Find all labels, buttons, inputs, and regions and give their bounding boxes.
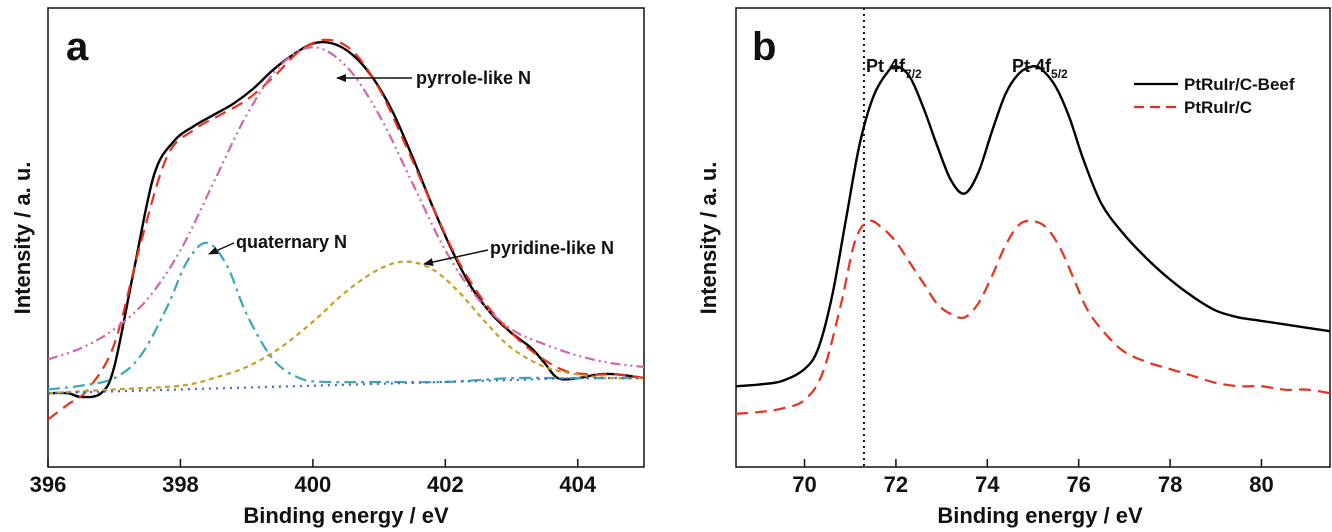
panel-a-y-axis-title: Intensity / a. u. (10, 162, 35, 315)
pyrrole-label: pyrrole-like N (416, 68, 531, 88)
peak-label-4f5-2-sub: 5/2 (1051, 67, 1068, 81)
panel-b-series (735, 64, 1331, 415)
legend-label-beef: PtRuIr/C-Beef (1184, 75, 1295, 94)
panel-a-x-tick-label: 404 (559, 472, 596, 497)
pyridine-arrow (423, 249, 489, 266)
peak-label-4f7-2: Pt 4f7/2 (866, 56, 922, 81)
panel-a-x-axis-title: Binding energy / eV (243, 503, 449, 528)
panel-b-y-axis-title: Intensity / a. u. (696, 162, 721, 315)
panel-b-x-tick-label: 80 (1249, 472, 1273, 497)
peak-label-4f7-2-sub: 7/2 (905, 67, 922, 81)
panel-b-x-tick-label: 72 (884, 472, 908, 497)
quaternary-label: quaternary N (236, 232, 347, 252)
panel-a: 396 398 400 402 404 a Binding energy / eV In… (10, 7, 645, 528)
panel-b: 70 72 74 76 78 80 b Binding energy / eV Inten… (696, 7, 1331, 528)
panel-a-series-line-4 (47, 241, 644, 391)
panel-a-series-line-6 (47, 376, 645, 395)
panel-b-frame (735, 7, 1331, 468)
panel-a-series-line-1 (47, 40, 645, 399)
panel-b-series-line-2 (735, 219, 1331, 415)
panel-a-x-tick-label: 398 (162, 472, 199, 497)
peak-label-4f7-2-main: Pt 4f (866, 56, 906, 76)
panel-b-letter: b (752, 25, 776, 69)
panel-b-x-tick-label: 70 (792, 472, 816, 497)
panel-b-series-line-1 (735, 64, 1331, 388)
quaternary-arrow (208, 242, 235, 255)
panel-a-letter: a (66, 25, 89, 69)
panel-b-x-tick-label: 76 (1066, 472, 1090, 497)
panel-a-series-line-3 (47, 46, 645, 368)
panel-a-frame (47, 7, 645, 468)
panel-b-x-tick-label: 74 (975, 472, 1000, 497)
panel-a-series-line-2 (47, 38, 645, 421)
panel-a-x-tick-label: 400 (295, 472, 332, 497)
panel-a-series (47, 38, 645, 421)
panel-b-x-axis: 70 72 74 76 78 80 (792, 459, 1274, 497)
peak-label-4f5-2-main: Pt 4f (1012, 56, 1052, 76)
pyridine-label: pyridine-like N (490, 238, 614, 258)
panel-b-x-tick-label: 78 (1158, 472, 1182, 497)
panel-a-x-axis: 396 398 400 402 404 (30, 459, 597, 497)
panel-a-series-line-5 (47, 260, 645, 395)
legend: PtRuIr/C-Beef PtRuIr/C (1134, 75, 1295, 117)
legend-label-ptruir: PtRuIr/C (1184, 98, 1252, 117)
peak-label-4f5-2: Pt 4f5/2 (1012, 56, 1068, 81)
panel-a-x-tick-label: 402 (427, 472, 464, 497)
panel-b-x-axis-title: Binding energy / eV (937, 503, 1143, 528)
panel-a-x-tick-label: 396 (30, 472, 67, 497)
